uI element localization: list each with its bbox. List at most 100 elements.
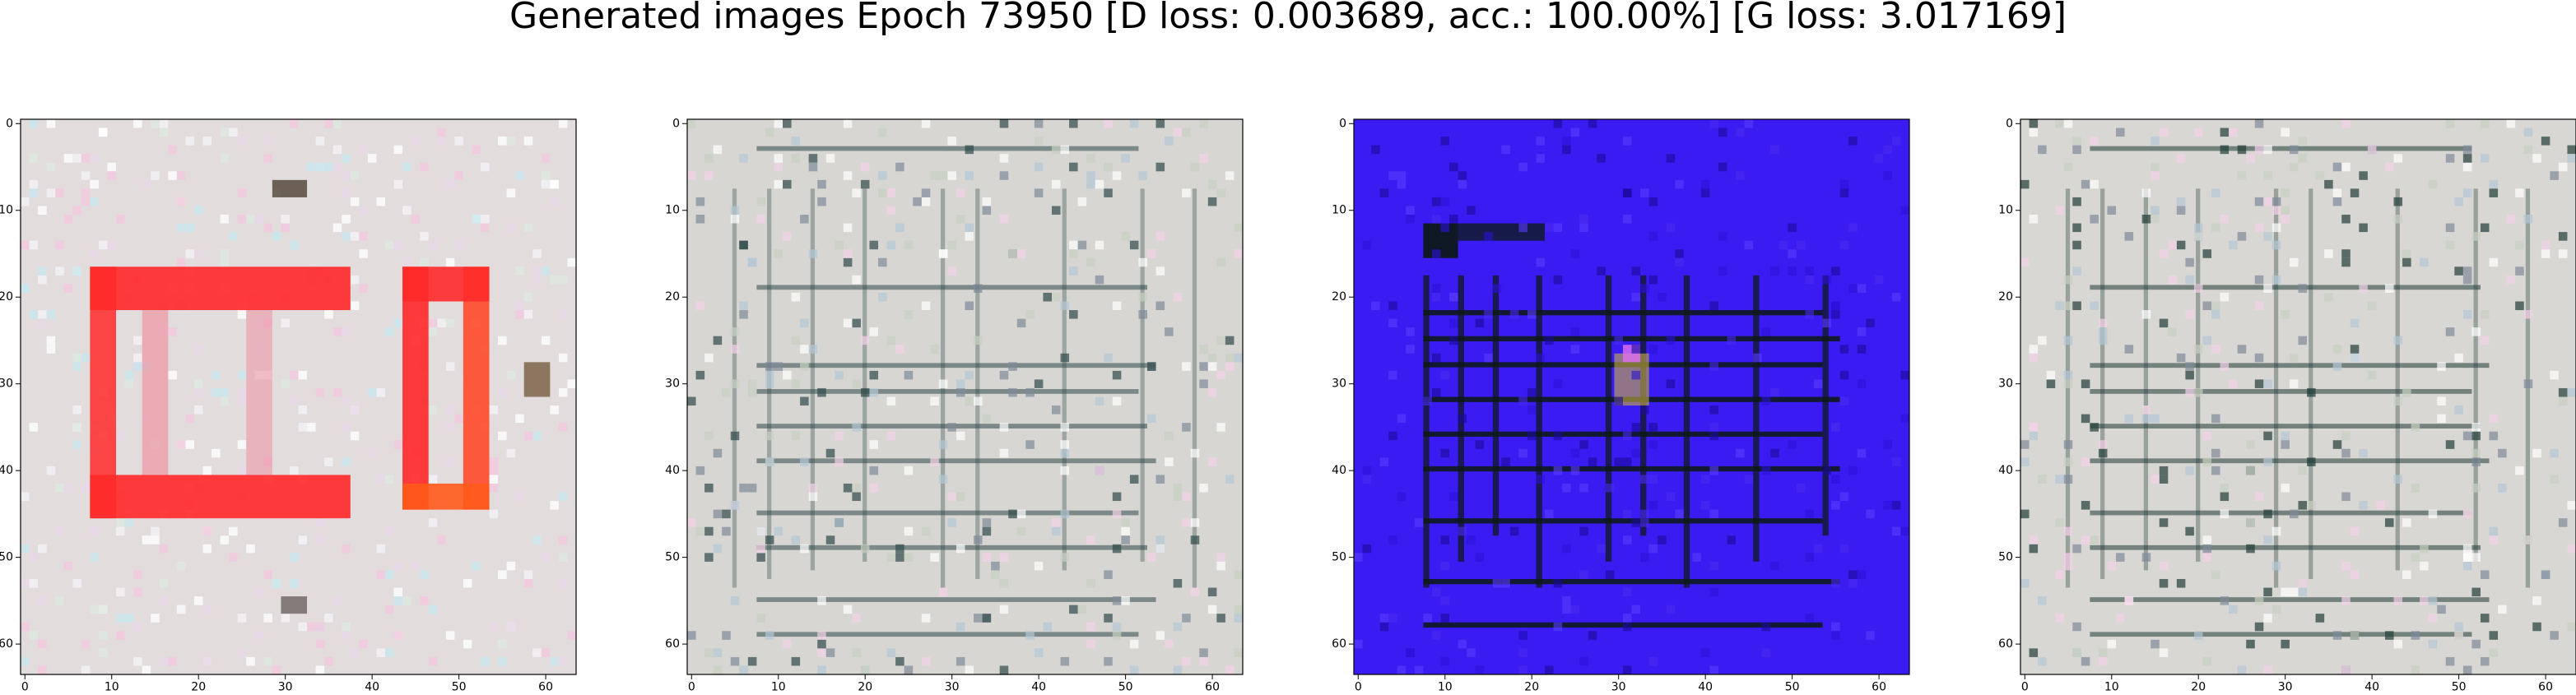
image-pixel <box>1397 171 1407 180</box>
image-pixel <box>159 127 169 137</box>
image-pixel <box>860 179 870 189</box>
y-tick-label: 0 <box>1339 117 1346 130</box>
image-pixel <box>2332 188 2342 197</box>
image-pixel <box>1570 249 1580 258</box>
image-pixel <box>1104 353 1113 363</box>
image-pixel <box>541 553 551 562</box>
image-pixel <box>2298 154 2308 163</box>
image-pixel <box>1857 327 1867 336</box>
image-pixel <box>2098 318 2108 328</box>
image-pixel <box>1788 249 1797 258</box>
image-pixel <box>472 215 481 224</box>
image-pixel <box>46 466 56 475</box>
image-pixel <box>1700 179 1710 189</box>
image-pixel <box>1666 223 1676 233</box>
image-pixel <box>2445 119 2455 128</box>
y-tick-label: 30 <box>665 378 680 391</box>
image-pixel <box>956 215 965 224</box>
y-tick-label: 20 <box>1998 290 2013 303</box>
image-pixel <box>2402 387 2411 397</box>
image-pixel <box>843 223 853 233</box>
image-pixel <box>1770 145 1779 155</box>
image-pixel <box>860 544 870 554</box>
image-pixel <box>1449 492 1458 502</box>
image-pixel <box>1857 345 1867 354</box>
image-pixel <box>2506 215 2516 224</box>
image-pixel <box>1622 509 1632 519</box>
image-pixel <box>2341 561 2350 571</box>
image-pixel <box>2063 301 2073 311</box>
image-pixel <box>791 137 801 146</box>
image-pixel <box>176 197 186 206</box>
red-region <box>90 266 351 311</box>
image-pixel <box>825 648 835 657</box>
image-pixel <box>2229 240 2238 250</box>
image-pixel <box>116 215 125 224</box>
image-pixel <box>1121 518 1130 527</box>
image-pixel <box>151 614 160 623</box>
image-pixel <box>324 656 333 666</box>
image-pixel <box>1883 440 1892 449</box>
image-pixel <box>2480 570 2490 579</box>
image-pixel <box>237 370 247 380</box>
image-pixel <box>2263 587 2272 597</box>
generated-image-panel-4: 0 10 20 30 40 50 60 0 10 20 30 40 50 60 <box>1998 0 2576 695</box>
image-pixel <box>2332 162 2342 172</box>
image-pixel <box>1354 639 1363 649</box>
image-pixel <box>1025 440 1035 449</box>
image-pixel <box>445 362 455 371</box>
image-pixel <box>2462 266 2472 276</box>
image-pixel <box>428 318 438 328</box>
image-pixel <box>2462 188 2472 197</box>
image-pixel <box>2350 631 2360 640</box>
image-pixel <box>2489 431 2499 441</box>
image-pixel <box>1060 448 1070 458</box>
image-pixel <box>21 240 30 250</box>
image-pixel <box>1379 614 1389 623</box>
image-pixel <box>1388 431 1397 441</box>
image-pixel <box>1709 362 1718 371</box>
image-pixel <box>999 553 1009 562</box>
image-pixel <box>913 197 922 206</box>
image-pixel <box>2151 414 2160 424</box>
image-pixel <box>263 614 272 623</box>
image-pixel <box>332 223 342 233</box>
image-pixel <box>1709 466 1718 475</box>
image-pixel <box>185 440 194 449</box>
image-pixel <box>324 310 333 319</box>
image-pixel <box>550 275 559 285</box>
image-pixel <box>384 526 394 536</box>
image-pixel <box>2038 656 2047 666</box>
image-pixel <box>489 622 499 632</box>
image-pixel <box>2515 301 2524 311</box>
image-pixel <box>229 553 238 562</box>
image-pixel <box>2141 310 2151 319</box>
image-pixel <box>1216 188 1225 197</box>
image-pixel <box>480 162 490 172</box>
image-pixel <box>1379 622 1389 632</box>
image-pixel <box>947 423 956 432</box>
image-pixel <box>2168 327 2177 336</box>
image-streak <box>756 544 1147 550</box>
image-pixel <box>1199 345 1208 354</box>
image-pixel <box>2159 561 2169 571</box>
image-pixel <box>974 284 983 293</box>
image-pixel <box>2237 345 2247 354</box>
image-pixel <box>307 622 316 632</box>
image-pixel <box>1518 665 1527 674</box>
image-pixel <box>730 345 740 354</box>
image-pixel <box>1770 387 1779 397</box>
image-pixel <box>1527 405 1537 415</box>
image-pixel <box>1173 492 1183 502</box>
image-pixel <box>730 501 740 510</box>
image-pixel <box>2523 535 2533 544</box>
image-pixel <box>437 318 446 328</box>
image-pixel <box>254 215 264 224</box>
image-pixel <box>791 336 801 345</box>
image-pixel <box>2176 197 2186 206</box>
image-pixel <box>63 561 73 571</box>
image-pixel <box>2220 292 2230 302</box>
image-pixel <box>2151 475 2160 484</box>
image-pixel <box>1414 518 1424 527</box>
